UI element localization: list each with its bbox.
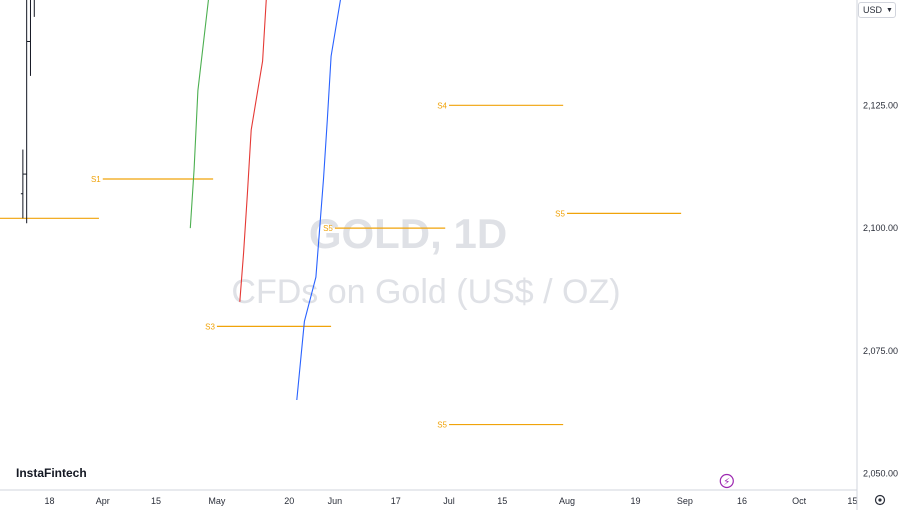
x-tick-label: 15	[847, 496, 857, 506]
pivot-label: S5	[437, 421, 447, 430]
x-tick-label: Jun	[328, 496, 343, 506]
lightning-icon[interactable]	[719, 473, 734, 489]
pivot-label: S4	[437, 101, 447, 110]
currency-label: USD	[863, 5, 883, 15]
y-tick-label: 2,075.00	[863, 346, 898, 356]
pivot-label: S3	[205, 322, 215, 331]
sma-long-line	[296, 0, 341, 401]
x-tick-label: 19	[630, 496, 640, 506]
x-tick-label: 15	[497, 496, 507, 506]
pivot-label: S5	[323, 224, 333, 233]
watermark-description: CFDs on Gold (US$ / OZ)	[231, 273, 620, 311]
x-tick-label: Sep	[677, 496, 693, 506]
x-tick-label: 15	[151, 496, 161, 506]
x-tick-label: Jul	[443, 496, 455, 506]
x-tick-label: Oct	[792, 496, 807, 506]
x-tick-label: Aug	[559, 496, 575, 506]
y-axis-ticks: 2,050.002,075.002,100.002,125.002,150.00…	[863, 100, 898, 479]
chevron-down-icon: ▼	[886, 6, 893, 14]
x-tick-label: 20	[284, 496, 294, 506]
x-tick-label: Apr	[96, 496, 110, 506]
x-tick-label: 18	[44, 496, 54, 506]
pivot-label: S1	[91, 175, 101, 184]
candlesticks	[20, 0, 35, 224]
currency-dropdown[interactable]: USD ▼	[858, 2, 896, 18]
pivot-label: S5	[555, 209, 565, 218]
y-tick-label: 2,050.00	[863, 469, 898, 479]
moving-averages	[189, 0, 341, 401]
x-tick-label: May	[208, 496, 226, 506]
y-tick-label: 2,125.00	[863, 100, 898, 110]
pivot-levels: S1S1S3S5S4S5S5	[0, 101, 682, 430]
brand-logo: InstaFintech	[16, 466, 87, 480]
x-axis-ticks: 18 Apr 15 May 20 Jun 17 Jul 15 Aug 19 Sep 16 Oct 15	[44, 496, 857, 506]
settings-gear-icon[interactable]	[874, 494, 886, 506]
x-tick-label: 16	[737, 496, 747, 506]
watermark-symbol: GOLD, 1D	[309, 210, 507, 257]
x-tick-label: 17	[391, 496, 401, 506]
y-tick-label: 2,100.00	[863, 223, 898, 233]
event-marker[interactable]: ⚡	[719, 473, 734, 489]
lightning-icon-glyph: ⚡	[723, 477, 730, 488]
sma-short-line	[189, 0, 209, 229]
